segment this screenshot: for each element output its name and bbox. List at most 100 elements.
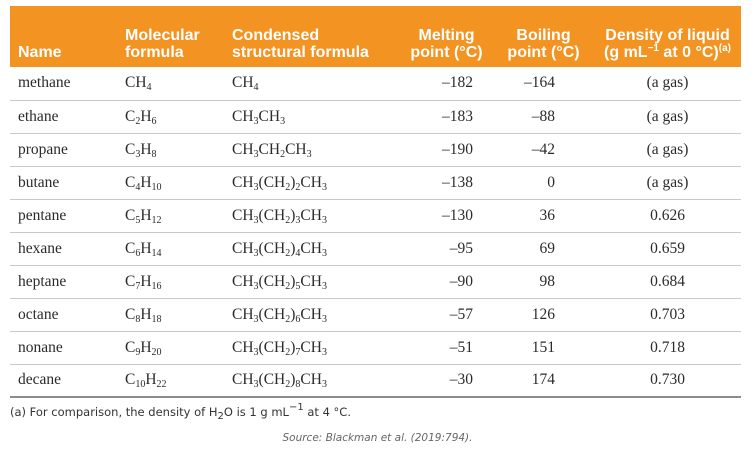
rows-6-cond-part: 3 xyxy=(321,280,327,292)
rows-7-mol-part: C xyxy=(125,305,136,323)
rows-4-mol-part: 5 xyxy=(135,214,141,226)
rows-9-mol-part: 22 xyxy=(156,379,167,391)
rows-3-cond-part: (CH xyxy=(258,173,286,191)
rows-4-cond-part: 3 xyxy=(253,214,259,226)
cell-name: nonane xyxy=(18,338,63,356)
cell-boiling-point: 98 xyxy=(539,272,556,290)
rows-8-cond-part: CH xyxy=(300,338,322,356)
header-condensed-formula: Condensed structural formula xyxy=(224,6,396,67)
rows-7-cond-part: (CH xyxy=(258,305,286,323)
header-density-l2a: (g mL xyxy=(604,44,648,61)
rows-2-cond-part: CH xyxy=(232,140,254,158)
cell-molecular-formula: C8H18 xyxy=(117,298,224,331)
cell-density: 0.659 xyxy=(650,239,685,257)
cell-boiling-point: 69 xyxy=(539,239,556,257)
rows-8-cond-part: (CH xyxy=(258,338,286,356)
rows-7-cond-part: CH xyxy=(300,305,322,323)
footnote-p1-sub: 2 xyxy=(217,411,224,422)
rows-1-cond-part: 3 xyxy=(280,115,286,127)
cell-name: decane xyxy=(18,371,62,389)
rows-3-mol-part: H xyxy=(140,173,152,191)
rows-3-mol-part: 4 xyxy=(135,181,141,193)
cell-condensed-formula: CH4 xyxy=(224,67,396,100)
rows-9-cond-part: 3 xyxy=(321,379,327,391)
cell-melting-point: –95 xyxy=(449,239,473,257)
rows-6-cond-part: (CH xyxy=(258,272,286,290)
cell-melting-point: –138 xyxy=(442,173,473,191)
rows-3-cond-part: 3 xyxy=(321,181,327,193)
rows-6-cond-part: ) xyxy=(290,272,296,290)
cell-density: 0.684 xyxy=(650,272,685,290)
header-name: Name xyxy=(10,6,117,67)
cell-name: butane xyxy=(18,173,60,191)
cell-condensed-formula: CH3(CH2)4CH3 xyxy=(224,232,396,265)
cell-condensed-formula: CH3CH2CH3 xyxy=(224,133,396,166)
alkanes-table: Name Molecular formula Condensed structura… xyxy=(10,6,741,398)
rows-5-mol-part: C xyxy=(125,239,136,257)
rows-7-cond-part: 6 xyxy=(295,313,301,325)
rows-3-cond-part: 3 xyxy=(253,181,259,193)
rows-4-mol-part: H xyxy=(140,206,152,224)
cell-boiling-point: –42 xyxy=(531,140,555,158)
cell-melting-point: –190 xyxy=(442,140,473,158)
rows-7-mol-part: H xyxy=(140,305,152,323)
rows-4-cond-part: CH xyxy=(232,206,254,224)
table-row: butane C4H10 CH3(CH2)2CH3 –138 0 (a gas) xyxy=(10,166,741,199)
rows-9-mol-part: C xyxy=(125,371,136,389)
cell-molecular-formula: C7H16 xyxy=(117,265,224,298)
rows-5-cond-part: 2 xyxy=(285,247,291,259)
cell-density: (a gas) xyxy=(646,107,689,125)
rows-7-cond-part: ) xyxy=(290,305,296,323)
rows-6-mol-part: 7 xyxy=(135,280,141,292)
footnote: (a) For comparison, the density of H2O i… xyxy=(10,403,351,422)
cell-molecular-formula: C10H22 xyxy=(117,364,224,397)
rows-9-cond-part: 8 xyxy=(295,379,301,391)
header-density-l2b: −1 xyxy=(647,43,659,54)
rows-5-cond-part: CH xyxy=(232,239,254,257)
rows-7-mol-part: 8 xyxy=(135,313,141,325)
rows-8-mol-part: C xyxy=(125,338,136,356)
cell-boiling-point: –164 xyxy=(524,74,555,92)
rows-4-cond-part: CH xyxy=(300,206,322,224)
cell-boiling-point: 151 xyxy=(531,338,555,356)
rows-2-cond-part: 3 xyxy=(306,148,312,160)
header-density: Density of liquid (g mL−1 at 0 °C)(a) xyxy=(590,6,741,67)
rows-8-cond-part: 7 xyxy=(295,346,301,358)
cell-boiling-point: 0 xyxy=(547,173,555,191)
rows-6-cond-part: CH xyxy=(300,272,322,290)
cell-molecular-formula: C2H6 xyxy=(117,100,224,133)
rows-4-cond-part: 3 xyxy=(295,214,301,226)
table-body: methane CH4 CH4 –182 –164 (a gas) ethane C2H6 CH… xyxy=(10,67,741,397)
rows-8-cond-part: 3 xyxy=(321,346,327,358)
cell-condensed-formula: CH3(CH2)6CH3 xyxy=(224,298,396,331)
cell-name: propane xyxy=(18,140,68,158)
rows-9-cond-part: CH xyxy=(232,371,254,389)
header-molecular-formula: Molecular formula xyxy=(117,6,224,67)
rows-2-mol-part: H xyxy=(140,140,152,158)
rows-8-cond-part: ) xyxy=(290,338,296,356)
rows-1-cond-part: CH xyxy=(258,107,281,125)
cell-density: (a gas) xyxy=(646,173,689,191)
rows-2-mol-part: C xyxy=(125,140,136,158)
cell-condensed-formula: CH3CH3 xyxy=(224,100,396,133)
cell-density: 0.730 xyxy=(650,371,685,389)
cell-molecular-formula: C4H10 xyxy=(117,166,224,199)
table-row: ethane C2H6 CH3CH3 –183 –88 (a gas) xyxy=(10,100,741,133)
rows-5-mol-part: H xyxy=(140,239,152,257)
cell-density: 0.703 xyxy=(650,305,685,323)
rows-3-cond-part: 2 xyxy=(295,181,301,193)
header-density-l1: Density of liquid xyxy=(605,27,730,44)
rows-8-cond-part: CH xyxy=(232,338,254,356)
rows-9-cond-part: (CH xyxy=(258,371,286,389)
table-row: pentane C5H12 CH3(CH2)3CH3 –130 36 0.626 xyxy=(10,199,741,232)
footnote-p3: at 4 °C. xyxy=(303,405,351,419)
cell-melting-point: –57 xyxy=(449,305,473,323)
rows-5-cond-part: CH xyxy=(300,239,322,257)
cell-condensed-formula: CH3(CH2)8CH3 xyxy=(224,364,396,397)
rows-3-mol-part: C xyxy=(125,173,136,191)
rows-0-cond-part: CH xyxy=(232,74,254,92)
rows-5-cond-part: ) xyxy=(290,239,296,257)
cell-condensed-formula: CH3(CH2)5CH3 xyxy=(224,265,396,298)
cell-melting-point: –182 xyxy=(442,74,473,92)
cell-density: 0.626 xyxy=(650,206,685,224)
